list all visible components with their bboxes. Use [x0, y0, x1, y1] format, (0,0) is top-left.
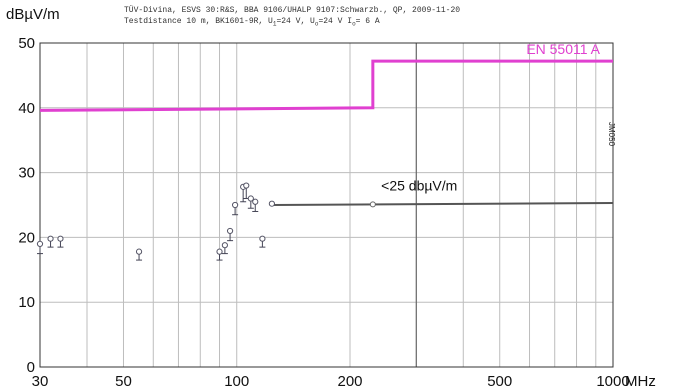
header-line-2: Testdistance 10 m, BK1601-9R, U1=24 V, U… [124, 17, 380, 28]
measurement-marker [259, 235, 266, 242]
measurement-point [247, 195, 254, 209]
y-tick-label: 20 [18, 229, 35, 246]
measurement-marker [243, 182, 250, 189]
measurement-point [259, 235, 266, 248]
measurement-marker [135, 248, 143, 255]
y-axis-label: dBµV/m [6, 6, 60, 23]
measurement-marker [247, 195, 254, 202]
y-tick-label: 50 [18, 35, 35, 52]
measurement-marker [226, 227, 234, 235]
reference-line-label: <25 dbµV/m [381, 178, 457, 194]
measurement-header: TÜV-Divina, ESVS 30:R&S, BBA 9106/UHALP … [124, 5, 460, 30]
header-line-1: TÜV-Divina, ESVS 30:R&S, BBA 9106/UHALP … [124, 6, 461, 15]
measurement-marker [47, 235, 54, 242]
y-tick-label: 40 [18, 100, 35, 117]
x-tick-label: 30 [32, 373, 49, 390]
measurement-marker [231, 201, 239, 209]
y-tick-label: 10 [18, 294, 35, 311]
limit-line-label: EN 55011 A [526, 41, 600, 57]
measurement-point [47, 235, 54, 248]
reference-line [273, 202, 614, 206]
y-tick-label: 30 [18, 165, 35, 182]
measurement-point [231, 201, 239, 216]
measurement-marker [268, 200, 275, 207]
x-tick-label: 100 [224, 373, 249, 390]
y-tick-label: 0 [27, 359, 35, 376]
measurement-marker [216, 248, 223, 255]
measurement-point [36, 240, 44, 255]
measurement-point [57, 235, 64, 248]
x-tick-label: 500 [487, 373, 512, 390]
measurement-point [252, 198, 259, 212]
measurement-marker [36, 240, 44, 247]
x-unit-label: MHz [625, 373, 656, 390]
plot-frame [39, 42, 614, 368]
measurement-marker [221, 242, 228, 249]
reference-marker [369, 201, 376, 208]
measurement-point [268, 200, 275, 207]
x-tick-label: 1000 [596, 373, 629, 390]
measurement-point [216, 248, 223, 261]
measurement-point [221, 242, 228, 255]
measurement-point [135, 248, 143, 261]
measurement-point [243, 182, 250, 200]
limit-line [39, 59, 613, 112]
x-tick-label: 200 [337, 373, 362, 390]
measurement-point [226, 227, 234, 242]
measurement-marker [57, 235, 64, 242]
x-tick-label: 50 [115, 373, 132, 390]
measurement-marker [252, 198, 259, 205]
